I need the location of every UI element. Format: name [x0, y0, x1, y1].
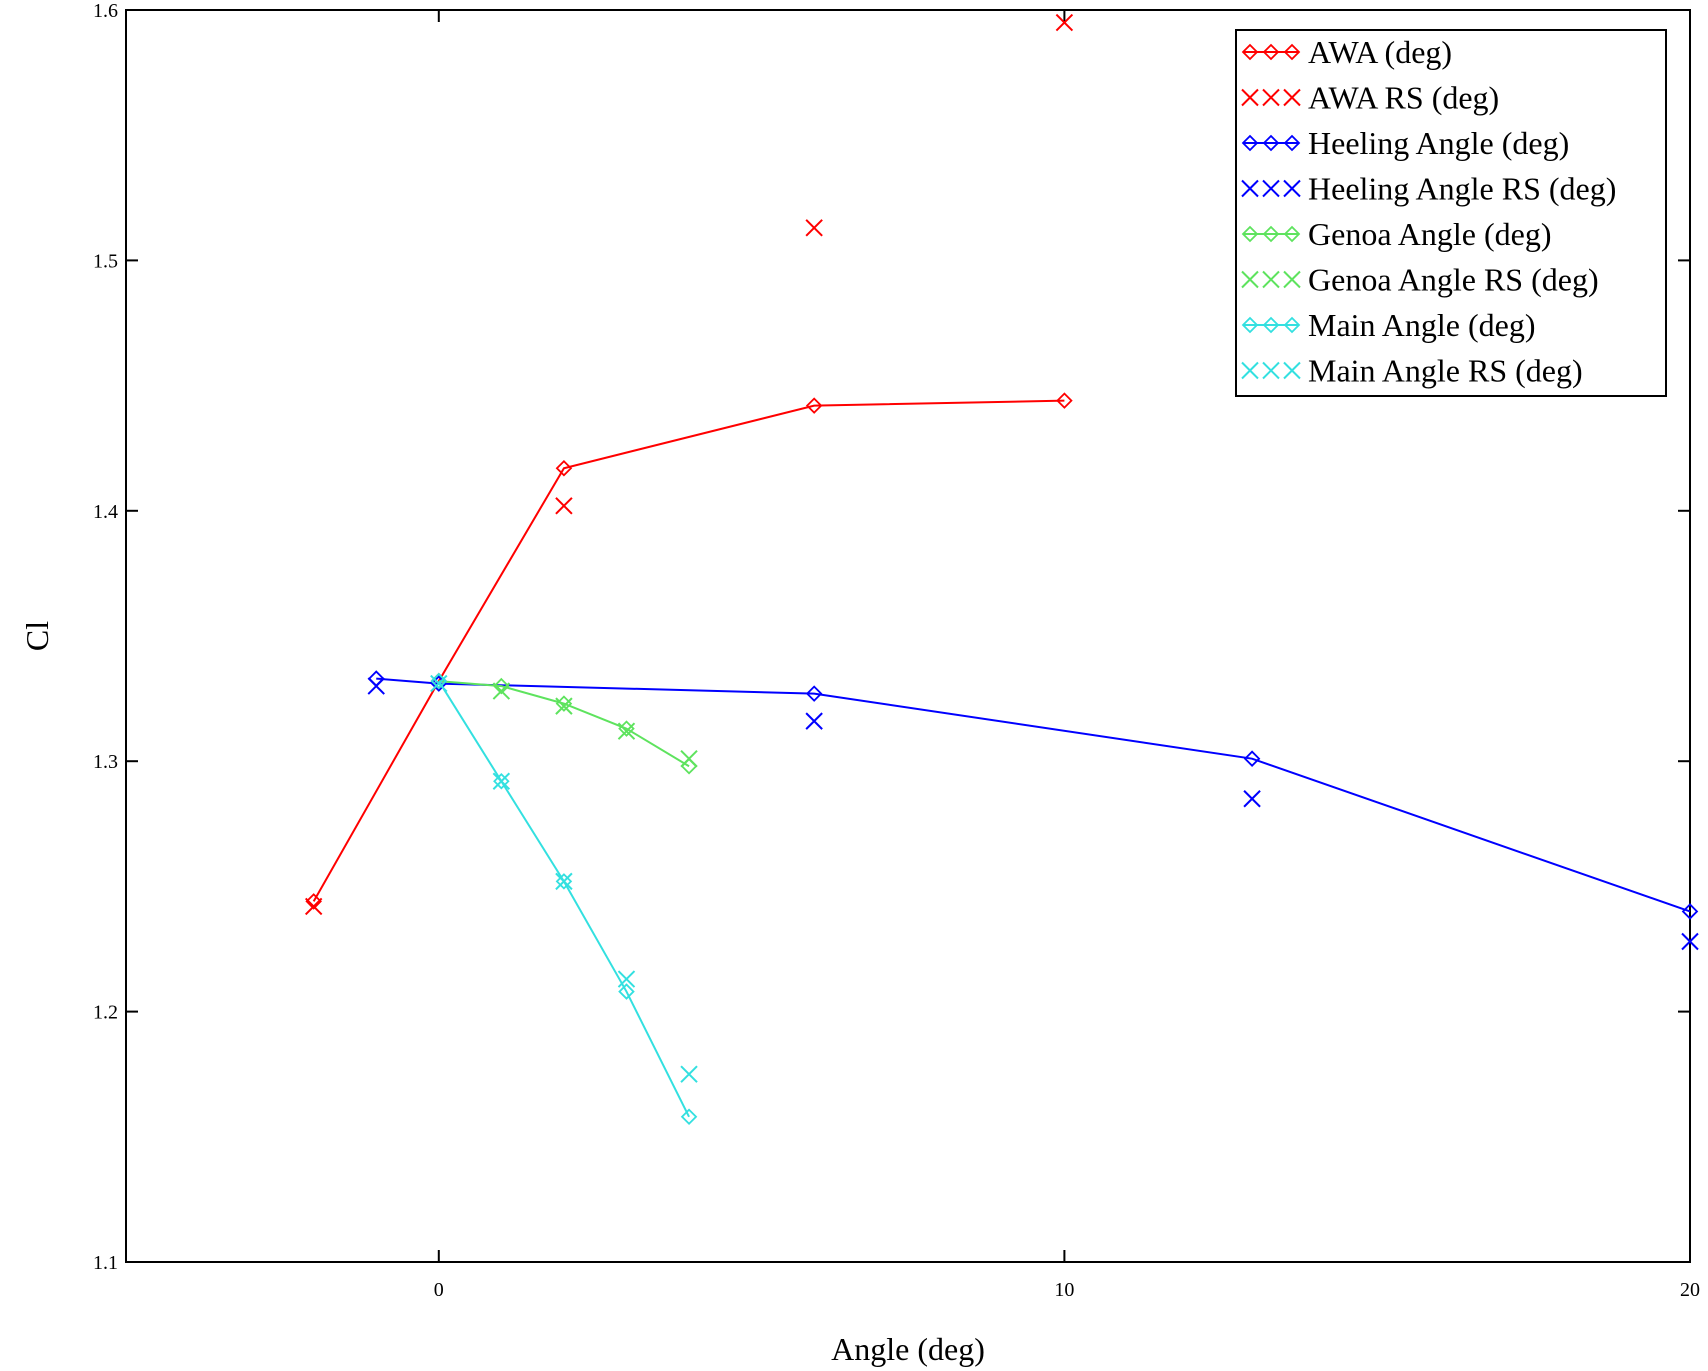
- legend-marker: [1283, 316, 1301, 334]
- legend-item: AWA (deg): [1241, 34, 1452, 70]
- legend-marker: [1262, 88, 1280, 107]
- data-point-cross: [492, 772, 511, 790]
- legend-marker: [1262, 43, 1280, 61]
- legend-marker: [1241, 134, 1259, 152]
- data-point-diamond: [1243, 750, 1261, 767]
- data-point-cross: [617, 970, 636, 988]
- data-point-cross: [680, 749, 698, 768]
- legend-marker: [1262, 134, 1280, 152]
- legend-item: Heeling Angle (deg): [1241, 125, 1569, 161]
- series-5: [492, 682, 698, 768]
- legend-marker: [1283, 270, 1301, 289]
- data-point-cross: [555, 872, 573, 891]
- axis-ticks: [126, 9, 1691, 1263]
- data-point-cross: [1681, 932, 1699, 951]
- data-point-diamond: [493, 772, 510, 790]
- series-7: [430, 674, 698, 1083]
- y-tick-label: 1.3: [93, 751, 118, 773]
- legend-label: Main Angle (deg): [1308, 307, 1536, 343]
- legend-marker: [1283, 134, 1301, 152]
- legend-item: Heeling Angle RS (deg): [1241, 171, 1616, 207]
- legend-marker: [1262, 225, 1280, 243]
- series-line: [376, 677, 1691, 913]
- x-tick-label: 20: [1680, 1279, 1700, 1301]
- series-3: [367, 677, 1699, 951]
- legend-label: Genoa Angle (deg): [1308, 216, 1551, 252]
- legend-marker: [1241, 225, 1259, 243]
- legend-marker: [1241, 270, 1259, 289]
- legend-box: [1235, 29, 1667, 397]
- legend-marker: [1283, 179, 1301, 198]
- legend-label: Genoa Angle RS (deg): [1308, 262, 1599, 298]
- y-tick-label: 1.6: [93, 0, 118, 22]
- data-point-diamond: [555, 873, 573, 890]
- legend-marker: [1262, 316, 1280, 334]
- legend-label: AWA (deg): [1308, 34, 1452, 70]
- data-point-diamond: [493, 677, 510, 695]
- y-tick-label: 1.1: [93, 1252, 118, 1274]
- data-point-diamond: [1056, 392, 1073, 409]
- data-point-cross: [367, 677, 385, 695]
- data-point-cross: [492, 682, 511, 700]
- legend-label: AWA RS (deg): [1308, 80, 1499, 116]
- x-axis-label: Angle (deg): [831, 1331, 985, 1367]
- legend-marker: [1283, 361, 1301, 380]
- legend-item: Genoa Angle RS (deg): [1241, 262, 1599, 298]
- data-point-diamond: [555, 459, 573, 477]
- data-point-cross: [617, 722, 636, 740]
- legend-marker: [1241, 88, 1259, 107]
- legend-marker: [1283, 88, 1301, 107]
- series-layer: [304, 13, 1699, 1126]
- series-line: [438, 680, 690, 768]
- data-point-cross: [805, 712, 823, 730]
- legend-marker: [1262, 179, 1280, 198]
- legend-item: AWA RS (deg): [1241, 80, 1499, 116]
- legend: AWA (deg) AWA RS (deg) Heeling Angle (deg)…: [1235, 29, 1667, 397]
- y-tick-label: 1.2: [93, 1002, 118, 1024]
- series-line: [312, 399, 1065, 902]
- data-point-cross: [555, 497, 573, 515]
- data-point-cross: [1243, 790, 1261, 808]
- legend-marker: [1241, 316, 1259, 334]
- legend-marker: [1262, 270, 1280, 289]
- data-point-diamond: [305, 893, 322, 910]
- legend-label: Heeling Angle RS (deg): [1308, 171, 1616, 207]
- legend-marker: [1241, 43, 1259, 61]
- legend-item: Main Angle RS (deg): [1241, 353, 1583, 389]
- y-tick-label: 1.5: [93, 250, 118, 272]
- x-tick-label: 0: [434, 1279, 444, 1301]
- data-point-cross: [680, 1065, 698, 1083]
- series-1: [304, 13, 1074, 916]
- x-tick-label: 10: [1054, 1279, 1074, 1301]
- data-point-diamond: [805, 685, 823, 702]
- data-point-cross: [805, 219, 823, 237]
- tick-labels: 0 10 20 1.1 1.2 1.3 1.4 1.5 1.6: [93, 0, 1700, 1301]
- legend-marker: [1262, 361, 1280, 380]
- data-point-cross: [1055, 13, 1074, 32]
- y-tick-label: 1.4: [93, 501, 118, 523]
- data-point-cross: [555, 697, 573, 715]
- legend-marker: [1283, 225, 1301, 243]
- legend-item: Genoa Angle (deg): [1241, 216, 1551, 252]
- legend-item: Main Angle (deg): [1241, 307, 1536, 343]
- data-point-cross: [304, 897, 323, 916]
- data-point-cross: [430, 674, 448, 693]
- legend-label: Main Angle RS (deg): [1308, 353, 1583, 389]
- y-axis-label: Cl: [19, 621, 55, 651]
- legend-marker: [1241, 179, 1259, 198]
- data-point-diamond: [805, 397, 823, 414]
- data-point-diamond: [1681, 903, 1699, 920]
- data-point-diamond: [618, 983, 635, 1000]
- legend-marker: [1283, 43, 1301, 61]
- data-point-diamond: [680, 1108, 698, 1126]
- legend-label: Heeling Angle (deg): [1308, 125, 1569, 161]
- legend-marker: [1241, 361, 1259, 380]
